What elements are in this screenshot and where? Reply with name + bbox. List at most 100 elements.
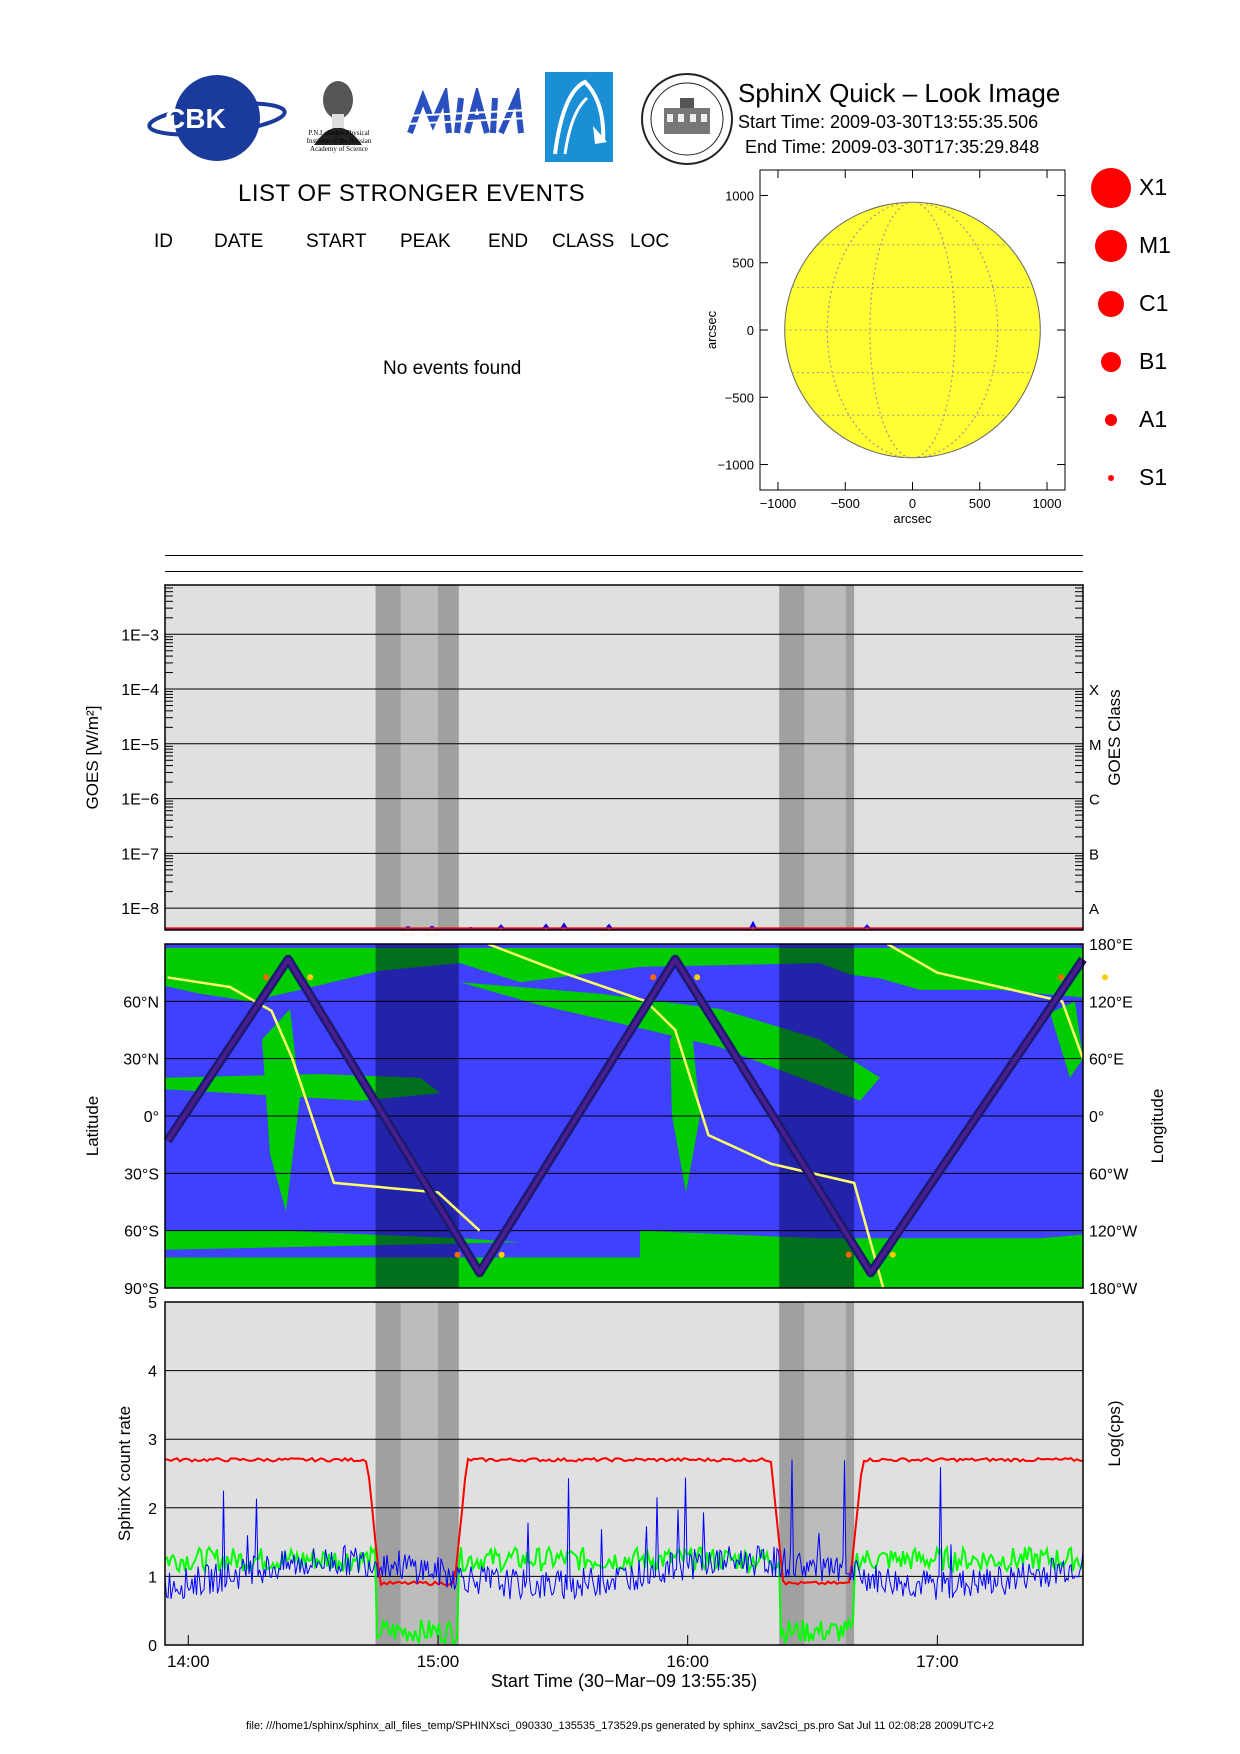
cbk-logo-text: CBK — [165, 103, 226, 134]
goes-tick-label: 1E−8 — [121, 901, 159, 918]
goes-flux-blue — [165, 920, 1083, 931]
radiation-region — [670, 1008, 700, 1193]
radiation-hotspot — [307, 974, 314, 981]
y-tick-label: −1000 — [717, 458, 754, 473]
col-id: ID — [154, 231, 173, 252]
eclipse-band-inner — [804, 585, 846, 930]
sphinx-panel-frame — [164, 1301, 1084, 1646]
longitude-track — [167, 942, 1085, 1289]
sphinx-panel-bg — [165, 1302, 1083, 1645]
class-label: M1 — [1139, 232, 1171, 258]
radiation-region — [262, 1008, 300, 1212]
goes-class-label: C — [1089, 792, 1100, 809]
class-label: B1 — [1139, 348, 1168, 374]
orbit-ylabel: Latitude — [83, 1096, 102, 1157]
class-marker — [1091, 168, 1131, 208]
goes-class-label: X — [1089, 682, 1099, 699]
goes-tick-label: 1E−6 — [121, 792, 159, 809]
start-time: Start Time: 2009-03-30T13:55:35.506 — [738, 112, 1039, 132]
latitude-track-core — [165, 957, 1085, 1275]
time-tick-label: 15:00 — [417, 1652, 460, 1671]
sphinx-ylabel-right: Log(cps) — [1105, 1400, 1124, 1466]
class-label: A1 — [1139, 406, 1168, 432]
radiation-region — [165, 1257, 1083, 1288]
sphinx-xlabel: Start Time (30−Mar−09 13:55:35) — [491, 1671, 757, 1691]
radiation-hotspot — [263, 974, 270, 981]
lon-tick-label: 180°W — [1089, 1281, 1138, 1298]
time-tick-label: 17:00 — [916, 1652, 959, 1671]
lat-tick-label: 90°S — [124, 1281, 159, 1298]
radiation-hotspot — [1058, 974, 1064, 981]
goes-tick-label: 1E−3 — [121, 627, 159, 644]
radiation-hotspot — [694, 974, 701, 981]
radiation-hotspot — [498, 1251, 505, 1258]
orbit-ylabel-right: Longitude — [1148, 1089, 1167, 1164]
col-peak: PEAK — [400, 231, 451, 252]
class-label: X1 — [1139, 174, 1168, 200]
col-date: DATE — [214, 231, 264, 252]
page-title: SphinX Quick – Look Image — [738, 78, 1061, 108]
y-tick-label: 0 — [747, 323, 754, 338]
no-events-message: No events found — [383, 358, 522, 379]
time-tick-label: 16:00 — [666, 1652, 709, 1671]
lat-tick-label: 30°S — [124, 1166, 159, 1183]
radiation-hotspot — [650, 974, 657, 981]
sphinx-series-blue — [164, 1459, 1084, 1601]
time-tick-label: 14:00 — [167, 1652, 210, 1671]
goes-class-label: B — [1089, 846, 1099, 863]
sphinx-tick-label: 0 — [148, 1638, 157, 1655]
eclipse-band-inner — [400, 1302, 438, 1645]
radiation-region — [460, 982, 880, 1101]
class-marker — [1101, 352, 1121, 372]
eclipse-band-inner — [804, 1302, 846, 1645]
radiation-region — [165, 1230, 520, 1250]
lon-tick-label: 180°E — [1089, 937, 1133, 954]
y-axis-label: arcsec — [704, 310, 719, 349]
goes-class-label: A — [1089, 901, 1099, 918]
observatory-seal-logo — [641, 73, 733, 165]
radiation-hotspot — [1102, 974, 1108, 981]
longitude-gridline — [826, 201, 999, 459]
class-marker — [1098, 291, 1124, 317]
cbk-pan-logo: CBK — [147, 75, 287, 161]
goes-tick-label: 1E−5 — [121, 737, 159, 754]
separator — [165, 571, 1083, 572]
col-class: CLASS — [552, 231, 615, 252]
radiation-hotspot — [845, 1251, 852, 1258]
astro-logo — [545, 72, 613, 162]
radiation-hotspot — [889, 1251, 896, 1258]
radiation-hotspot — [454, 1251, 461, 1258]
y-tick-label: −500 — [725, 390, 754, 405]
lat-tick-label: 60°S — [124, 1224, 159, 1241]
col-start: START — [306, 231, 367, 252]
x-axis-label: arcsec — [893, 511, 932, 526]
y-tick-label: 500 — [732, 256, 754, 271]
orbit-panel-frame — [164, 943, 1084, 1289]
y-tick-label: 1000 — [725, 188, 754, 203]
sphinx-series-green — [164, 1544, 1084, 1646]
sphinx-tick-label: 1 — [148, 1569, 157, 1586]
sphinx-tick-label: 3 — [148, 1432, 157, 1449]
lat-tick-label: 60°N — [123, 994, 159, 1011]
lebedev-caption: P.N.Lebedev Physical Institute of the Ru… — [306, 129, 372, 153]
radiation-region — [640, 1230, 1083, 1258]
separator — [165, 555, 1083, 556]
lat-tick-label: 30°N — [123, 1052, 159, 1069]
class-label: C1 — [1139, 290, 1169, 316]
x-tick-label: 0 — [909, 496, 916, 511]
goes-tick-label: 1E−7 — [121, 846, 159, 863]
end-time: End Time: 2009-03-30T17:35:29.848 — [745, 137, 1040, 157]
x-tick-label: −1000 — [760, 496, 797, 511]
x-tick-label: 500 — [969, 496, 991, 511]
class-label: S1 — [1139, 464, 1168, 490]
sphinx-series-red — [164, 1456, 1084, 1587]
goes-class-label: M — [1089, 737, 1102, 754]
x-tick-label: 1000 — [1033, 496, 1062, 511]
col-end: END — [488, 231, 529, 252]
lon-tick-label: 60°E — [1089, 1052, 1124, 1069]
class-marker — [1108, 475, 1114, 481]
goes-panel-frame — [164, 584, 1084, 931]
mifi-logo — [405, 88, 530, 135]
sphinx-tick-label: 4 — [148, 1364, 157, 1381]
